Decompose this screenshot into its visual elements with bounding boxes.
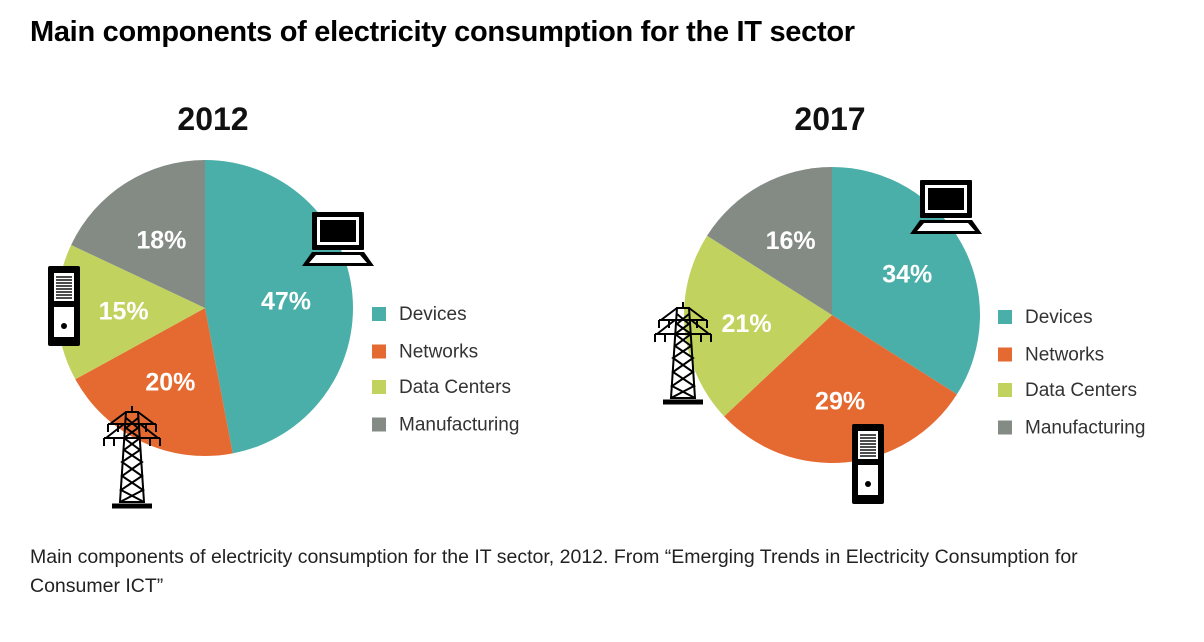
pie-slice-manufacturing bbox=[71, 160, 205, 308]
pie-slice-networks bbox=[75, 308, 233, 456]
data-label-data-centers: 21% bbox=[722, 310, 772, 338]
pie-slice-manufacturing bbox=[707, 167, 832, 315]
laptop-icon bbox=[910, 180, 982, 234]
legend-swatch-manufacturing bbox=[998, 420, 1012, 435]
legend-swatch-devices bbox=[372, 307, 386, 321]
data-label-networks: 20% bbox=[145, 369, 195, 397]
legend-swatch-data-centers bbox=[998, 383, 1012, 397]
legend-2012: Devices Networks Data Centers Manufacturing bbox=[372, 304, 519, 436]
legend-swatch-networks bbox=[372, 344, 386, 359]
legend-label-networks: Networks bbox=[1025, 345, 1104, 366]
figure-caption: Main components of electricity consumpti… bbox=[30, 546, 1078, 597]
legend-swatch-devices bbox=[998, 310, 1012, 324]
pie-chart-2017: 2017 34% 29% 21% 16% Devices Networks Data Ce… bbox=[655, 101, 1145, 505]
server-icon bbox=[851, 423, 885, 505]
legend-label-data-centers: Data Centers bbox=[1025, 380, 1137, 401]
chart-title-2017: 2017 bbox=[794, 101, 865, 137]
pie-chart-2012: 2012 47% 20% 15% 18% Devices Networks Data Ce… bbox=[47, 101, 519, 506]
legend-swatch-data-centers bbox=[372, 380, 386, 394]
legend-2017: Devices Networks Data Centers Manufacturing bbox=[998, 307, 1145, 439]
pie-slice-networks bbox=[724, 315, 957, 463]
pie-slice-data-centers bbox=[684, 235, 832, 417]
pie-slice-data-centers bbox=[57, 244, 205, 380]
legend-label-data-centers: Data Centers bbox=[399, 377, 511, 398]
data-label-manufacturing: 18% bbox=[136, 226, 186, 254]
data-label-devices: 34% bbox=[882, 261, 932, 289]
legend-label-devices: Devices bbox=[399, 304, 467, 325]
legend-label-manufacturing: Manufacturing bbox=[1025, 418, 1145, 439]
data-label-data-centers: 15% bbox=[99, 298, 149, 326]
laptop-icon bbox=[302, 212, 374, 266]
legend-label-networks: Networks bbox=[399, 342, 478, 363]
data-label-networks: 29% bbox=[815, 387, 865, 415]
server-icon bbox=[47, 265, 81, 347]
legend-swatch-networks bbox=[998, 347, 1012, 362]
page-title: Main components of electricity consumpti… bbox=[30, 16, 855, 48]
legend-label-manufacturing: Manufacturing bbox=[399, 415, 519, 436]
legend-swatch-manufacturing bbox=[372, 417, 386, 432]
data-label-manufacturing: 16% bbox=[766, 227, 816, 255]
legend-label-devices: Devices bbox=[1025, 307, 1093, 328]
data-label-devices: 47% bbox=[261, 287, 311, 315]
chart-title-2012: 2012 bbox=[177, 101, 248, 137]
pie-charts: 2012 47% 20% 15% 18% Devices Networks Data Ce… bbox=[47, 101, 1145, 540]
